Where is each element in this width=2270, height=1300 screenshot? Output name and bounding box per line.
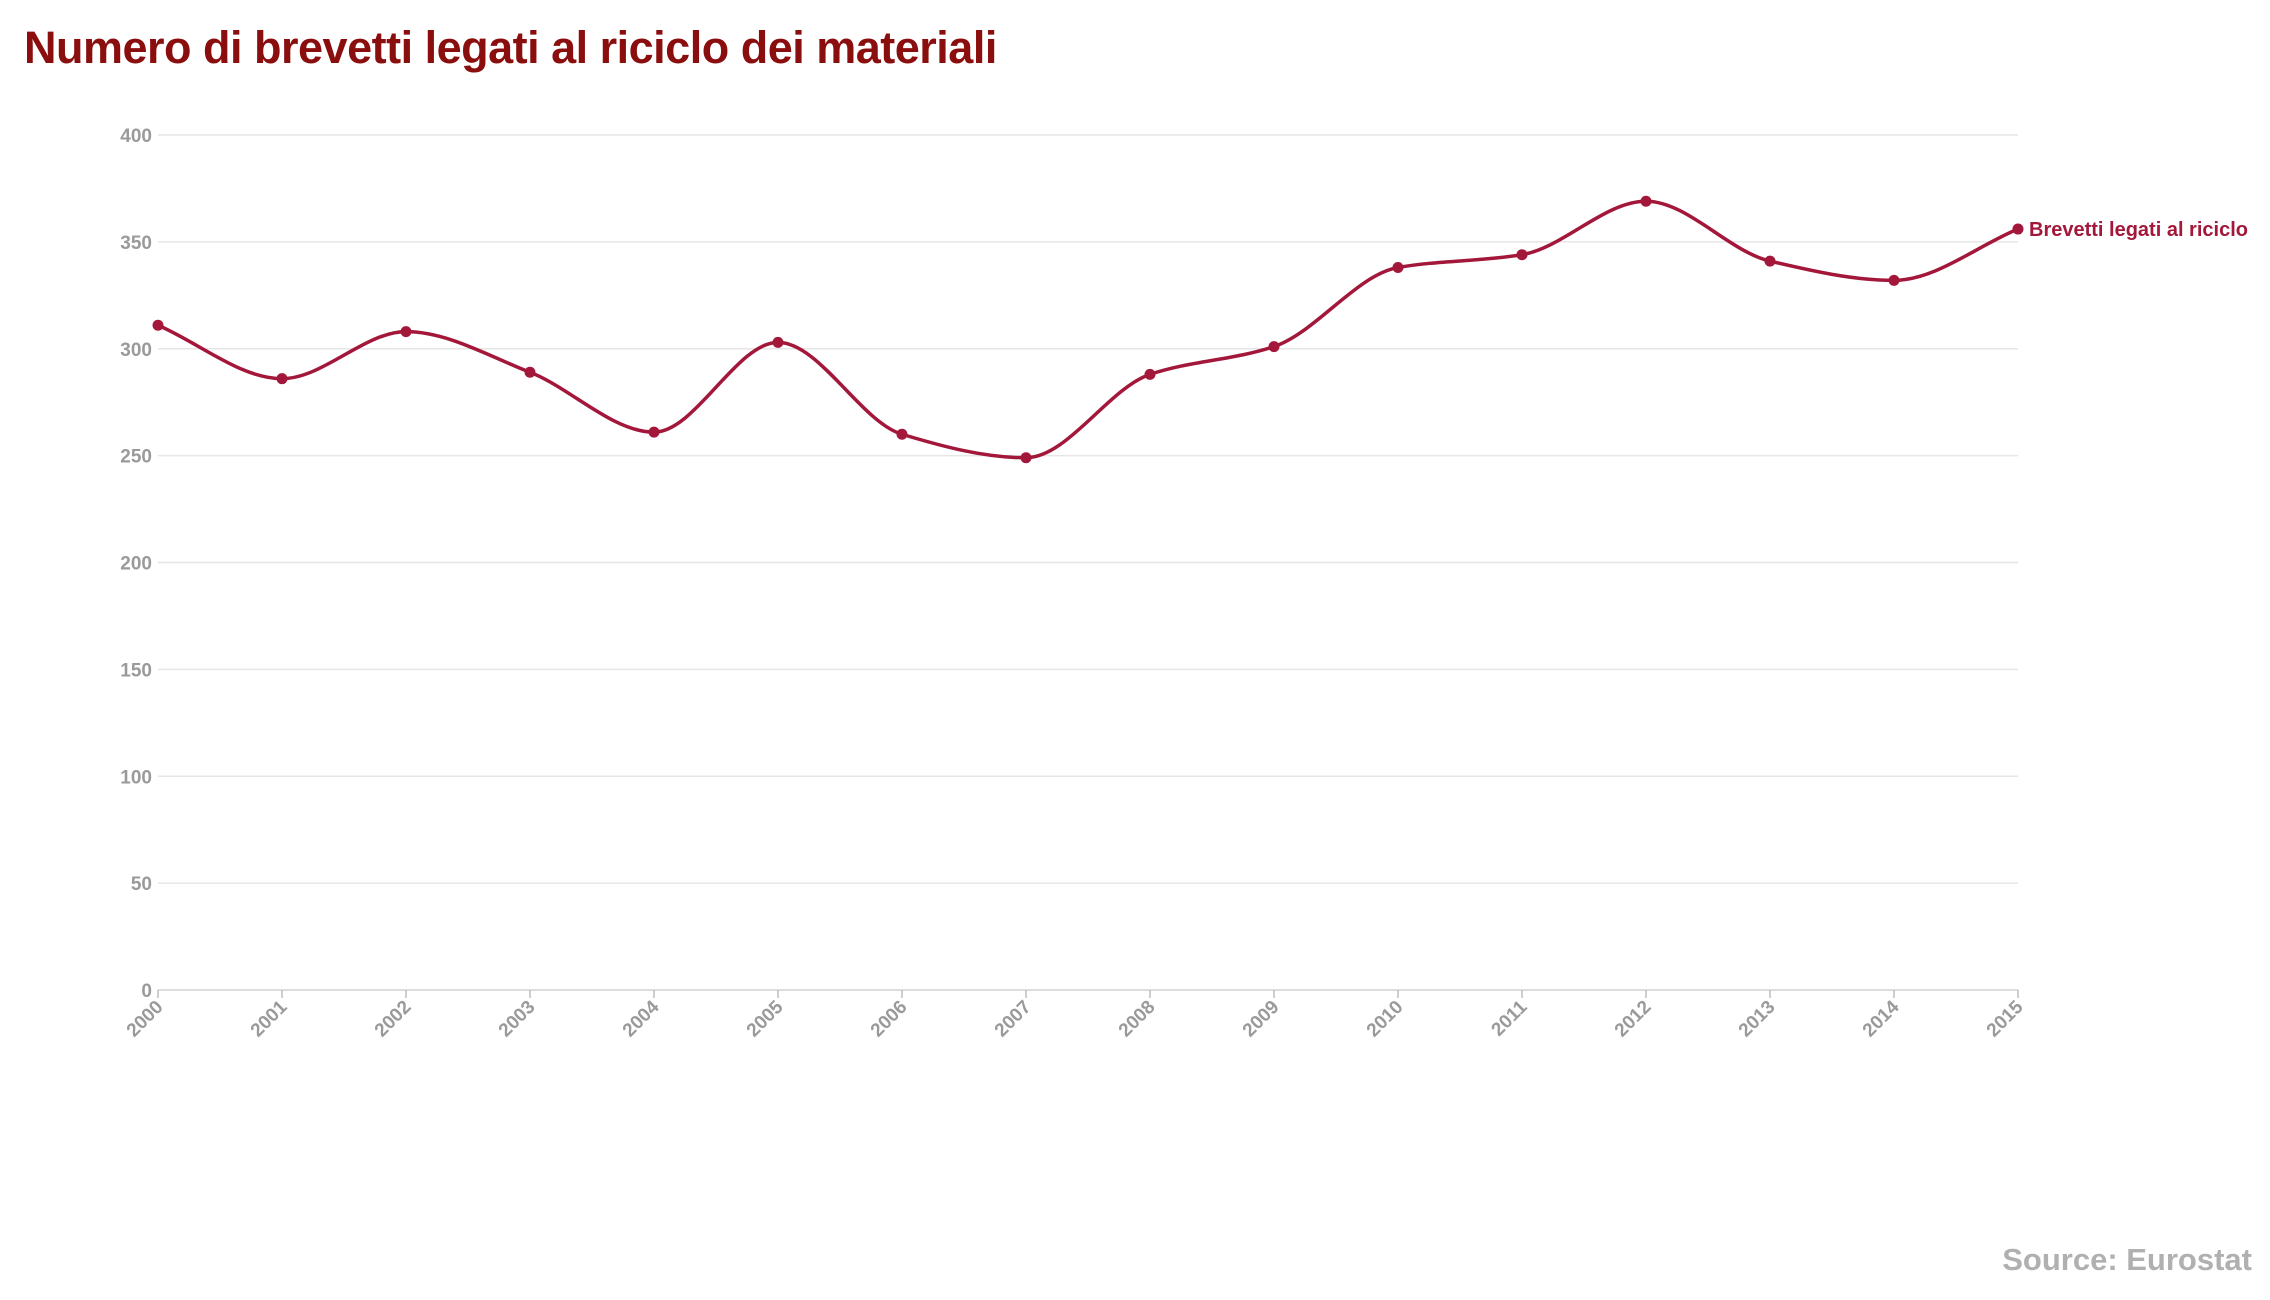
x-tick-label: 2007 — [991, 997, 1036, 1042]
y-tick-label: 300 — [120, 340, 152, 361]
x-tick-label: 2001 — [247, 996, 292, 1041]
data-point — [1764, 255, 1776, 267]
x-tick-label: 2002 — [371, 997, 416, 1042]
y-tick-label: 350 — [120, 233, 152, 254]
data-point — [276, 373, 288, 385]
chart-title: Numero di brevetti legati al riciclo dei… — [24, 22, 997, 73]
series-group: Brevetti legati al riciclo — [152, 195, 2248, 464]
x-tick-label: 2006 — [867, 997, 912, 1042]
data-point — [2012, 223, 2024, 235]
data-point — [1392, 262, 1404, 274]
x-tick-label: 2014 — [1859, 996, 1904, 1041]
data-point — [152, 319, 164, 331]
x-tick-label: 2009 — [1239, 997, 1284, 1042]
grid-lines — [158, 134, 2018, 991]
data-point — [1640, 195, 1652, 207]
series-label: Brevetti legati al riciclo — [2029, 219, 2248, 241]
x-axis: 2000 2001 2002 2003 2004 2005 2006 2007 2008 2009… — [123, 989, 2028, 1042]
y-tick-label: 150 — [120, 660, 152, 681]
data-point — [400, 326, 412, 338]
data-point — [648, 426, 660, 438]
y-axis: 0 50 100 150 200 250 300 350 400 — [120, 126, 152, 1002]
data-point — [896, 428, 908, 440]
x-tick-label: 2003 — [495, 997, 540, 1042]
x-tick-label: 2008 — [1115, 997, 1160, 1042]
data-point — [1268, 341, 1280, 353]
data-point — [1888, 274, 1900, 286]
y-tick-label: 400 — [120, 126, 152, 147]
x-tick-label: 2011 — [1488, 996, 1532, 1040]
y-tick-label: 50 — [131, 874, 152, 895]
y-tick-label: 100 — [120, 767, 152, 788]
data-point — [1516, 249, 1528, 261]
data-point — [1020, 452, 1032, 464]
data-point — [772, 336, 784, 348]
series-line — [156, 199, 2020, 460]
x-tick-label: 2005 — [743, 996, 788, 1041]
source-credit: Source: Eurostat — [2002, 1242, 2252, 1277]
x-tick-label: 2012 — [1611, 997, 1656, 1042]
data-point — [1144, 368, 1156, 380]
y-tick-label: 250 — [120, 447, 152, 468]
x-tick-label: 2015 — [1983, 996, 2028, 1041]
x-tick-label: 2004 — [619, 996, 664, 1041]
y-tick-label: 0 — [141, 981, 152, 1002]
x-tick-label: 2013 — [1735, 997, 1780, 1042]
x-tick-label: 2000 — [123, 997, 168, 1042]
y-tick-label: 200 — [120, 554, 152, 575]
x-tick-label: 2010 — [1363, 997, 1408, 1042]
data-point — [524, 366, 536, 378]
